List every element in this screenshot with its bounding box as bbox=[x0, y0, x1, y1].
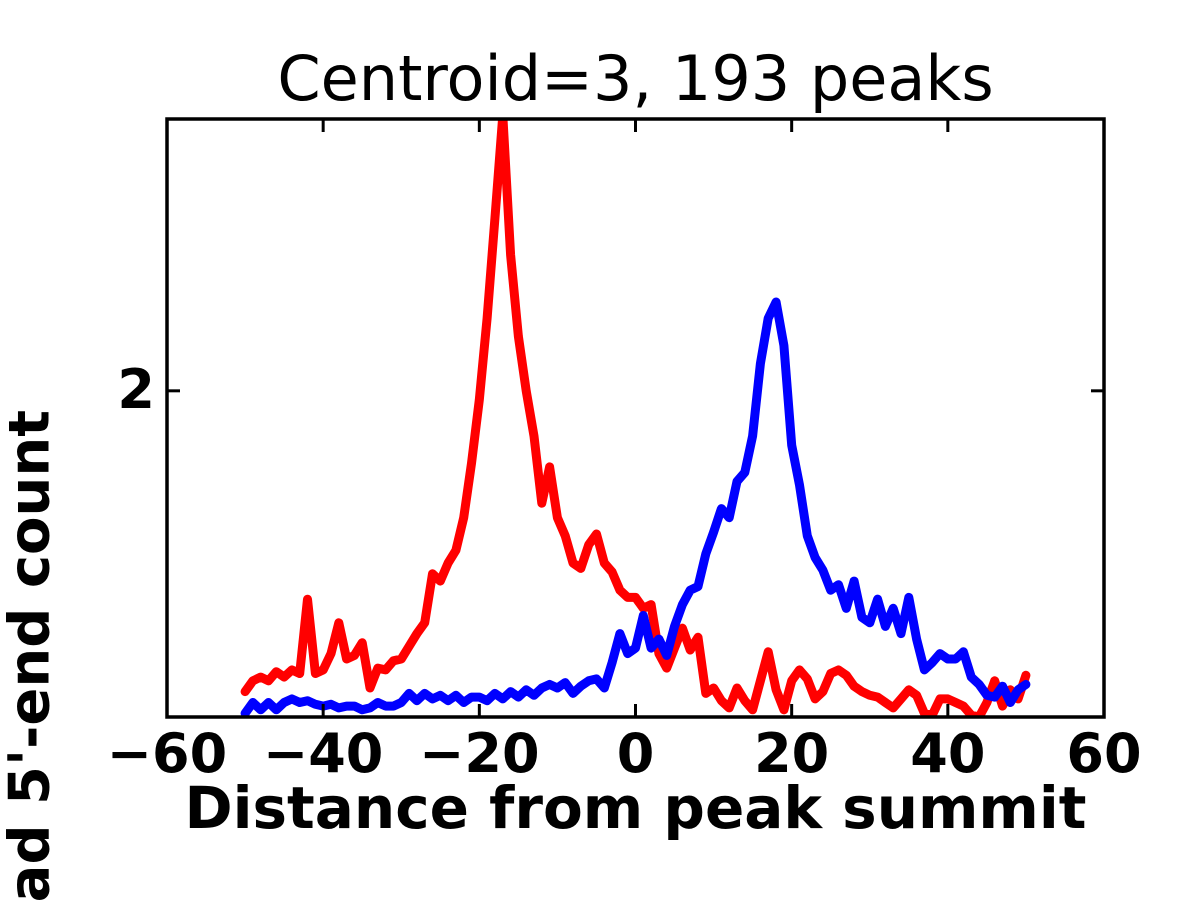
x-tick-label: 60 bbox=[1066, 722, 1142, 785]
x-axis-label: Distance from peak summit bbox=[184, 774, 1087, 842]
chart-title: Centroid=3, 193 peaks bbox=[277, 42, 994, 115]
tick-marks bbox=[165, 119, 1106, 717]
x-tick-label: −60 bbox=[106, 722, 228, 785]
x-tick-label: 0 bbox=[616, 722, 655, 785]
x-tick-label: −20 bbox=[419, 722, 540, 785]
y-axis-label-text: Average read 5'-end count bbox=[0, 410, 62, 900]
x-tick-label: 40 bbox=[910, 722, 986, 785]
x-tick-label: 20 bbox=[754, 722, 830, 785]
blue-line bbox=[240, 297, 1031, 717]
x-tick-label: −40 bbox=[262, 722, 384, 785]
y-tick-label: 2 bbox=[117, 357, 155, 421]
red-line bbox=[240, 119, 1031, 717]
